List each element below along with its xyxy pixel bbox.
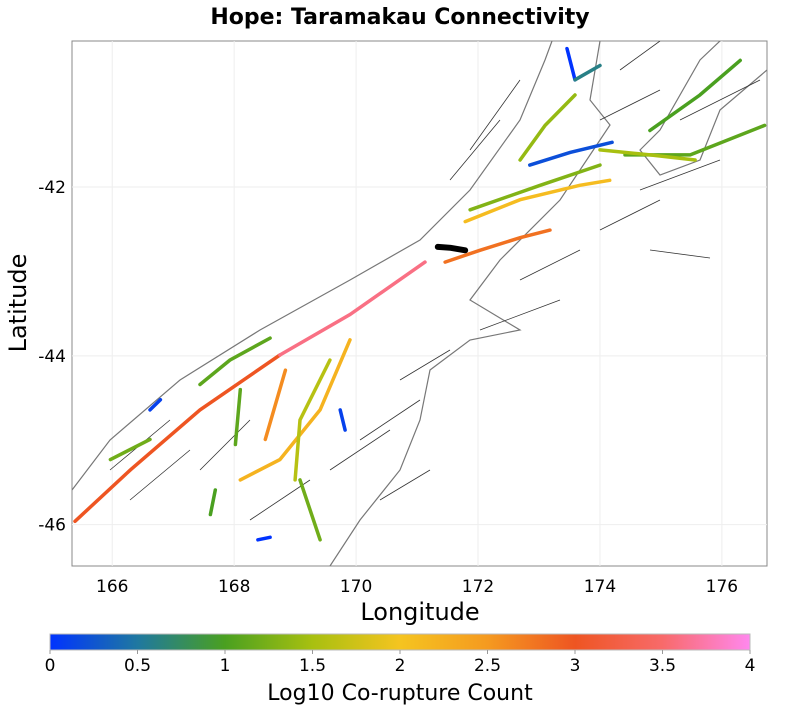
fault-trace [598,148,697,162]
colorbar-tick-label: 1.5 [299,656,326,676]
colorbar [49,633,751,651]
fault-trace [463,178,612,224]
fault-traces [73,46,767,542]
x-tick-label: 174 [584,577,616,597]
chart-title: Hope: Taramakau Connectivity [210,5,589,30]
x-tick-label: 166 [96,577,128,597]
fault-trace [443,228,552,264]
fault-trace [518,93,577,162]
gridlines [72,41,767,566]
colorbar-tick-label: 3 [570,656,581,676]
fault-trace [263,368,288,442]
colorbar-tick-label: 2 [395,656,406,676]
y-tick-label: -46 [38,516,66,536]
x-axis-label: Longitude [360,598,479,626]
colorbar-tick-label: 3.5 [649,656,676,676]
fault-trace [648,58,742,133]
x-tick-label: 168 [218,577,250,597]
x-tick-label: 172 [462,577,494,597]
fault-trace [468,163,602,212]
fault-trace [298,478,322,542]
fault-trace [73,353,282,524]
fault-trace [108,437,152,462]
fault-trace [293,358,332,482]
colorbar-tick-label: 0.5 [124,656,151,676]
x-tick-label: 176 [706,577,738,597]
coastline [72,41,767,566]
y-tick-label: -42 [38,178,66,198]
source-fault-trace [434,243,469,254]
fault-trace [233,387,243,447]
colorbar-tick-label: 2.5 [474,656,501,676]
y-axis-label: Latitude [4,254,32,353]
colorbar-tick-label: 1 [220,656,231,676]
colorbar-ticks: 0 0.5 1 1.5 2 2.5 3 3.5 4 [45,650,756,676]
fault-trace [208,488,218,517]
fault-trace [278,260,427,357]
fault-trace [198,336,272,387]
y-axis-ticks: -42 -44 -46 [38,178,66,536]
y-tick-label: -44 [38,347,66,367]
fault-trace [565,46,577,82]
fault-trace [573,63,602,82]
colorbar-tick-label: 4 [745,656,756,676]
x-tick-label: 170 [340,577,372,597]
x-axis-ticks: 166 168 170 172 174 176 [96,577,738,597]
colorbar-tick-label: 0 [45,656,56,676]
fault-trace [148,397,163,412]
colorbar-label: Log10 Co-rupture Count [267,681,533,706]
fault-trace [528,140,614,167]
fault-trace [256,535,272,542]
fault-trace [338,408,347,432]
